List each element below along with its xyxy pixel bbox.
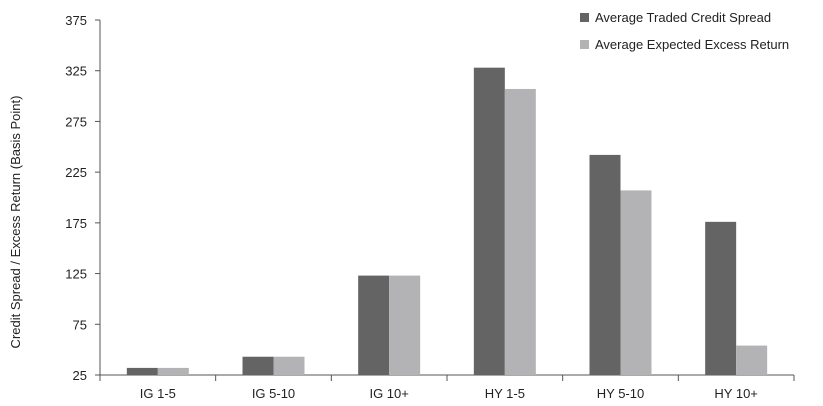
bar-excess-return <box>736 345 768 375</box>
bar-credit-spread <box>358 275 390 375</box>
bar-excess-return <box>273 356 305 375</box>
x-tick-label: HY 1-5 <box>485 386 525 401</box>
x-tick-label: HY 10+ <box>714 386 758 401</box>
y-axis-ticks: 25 75 125 175 225 275 325 375 <box>65 13 100 383</box>
bar-excess-return <box>504 88 536 375</box>
x-tick-label: IG 1-5 <box>140 386 176 401</box>
legend-label: Average Expected Excess Return <box>595 37 789 52</box>
y-tick-label: 275 <box>65 114 87 129</box>
x-axis-ticks: IG 1-5 IG 5-10 IG 10+ HY 1-5 HY 5-10 HY 10+ <box>99 375 795 401</box>
x-tick-label: IG 5-10 <box>252 386 295 401</box>
y-tick-label: 225 <box>65 165 87 180</box>
bar-credit-spread <box>242 356 274 375</box>
bar-credit-spread <box>589 154 621 375</box>
legend-swatch <box>580 13 589 22</box>
bar-excess-return <box>389 275 421 375</box>
bar-excess-return <box>620 190 652 375</box>
bars <box>126 67 768 376</box>
y-tick-label: 25 <box>73 368 87 383</box>
bar-credit-spread <box>126 367 158 375</box>
legend-swatch <box>580 40 589 49</box>
y-tick-label: 375 <box>65 13 87 28</box>
y-tick-label: 75 <box>73 317 87 332</box>
bar-excess-return <box>157 367 189 375</box>
x-tick-label: IG 10+ <box>369 386 408 401</box>
bar-credit-spread <box>705 221 737 375</box>
y-tick-label: 175 <box>65 216 87 231</box>
y-tick-label: 125 <box>65 267 87 282</box>
y-tick-label: 325 <box>65 64 87 79</box>
y-axis-title: Credit Spread / Excess Return (Basis Poi… <box>8 96 23 349</box>
legend: Average Traded Credit Spread Average Expe… <box>580 10 789 52</box>
legend-label: Average Traded Credit Spread <box>595 10 771 25</box>
bar-credit-spread <box>473 67 505 376</box>
x-tick-label: HY 5-10 <box>597 386 644 401</box>
